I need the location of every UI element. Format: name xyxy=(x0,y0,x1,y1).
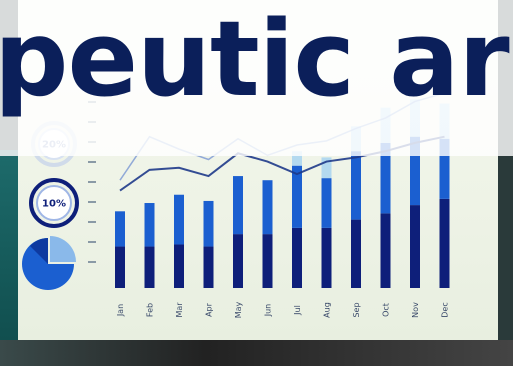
headline-text: peutic area xyxy=(0,0,513,120)
pie-chart-icon xyxy=(22,236,76,290)
bar-segment xyxy=(233,176,243,235)
headline-band xyxy=(0,0,513,156)
x-tick-label: Oct xyxy=(382,303,391,317)
bar-segment xyxy=(203,246,214,288)
bar-segment xyxy=(321,227,332,288)
x-axis-labels: Jan Feb Mar Apr May Jun Jul Aug Sep Oct Nov Dec xyxy=(116,301,450,318)
bar-segment xyxy=(203,200,214,247)
bar-segment xyxy=(410,205,420,288)
bar-segment xyxy=(380,142,391,214)
bar-segment xyxy=(262,234,273,288)
bar-segment xyxy=(439,198,450,288)
bar-segment xyxy=(292,151,302,166)
x-tick-label: Nov xyxy=(411,302,420,318)
x-tick-label: Jan xyxy=(116,304,125,317)
x-tick-label: Sep xyxy=(352,302,361,317)
bar-segment xyxy=(292,227,302,288)
x-tick-label: Apr xyxy=(205,302,214,317)
background-bottom-strip xyxy=(0,340,513,366)
x-tick-label: Dec xyxy=(441,302,450,317)
bar-segment xyxy=(174,194,184,245)
x-tick-label: Jul xyxy=(293,305,302,316)
x-tick-label: Jun xyxy=(264,304,273,318)
bar-segment xyxy=(262,180,273,235)
bar-segment xyxy=(380,213,391,288)
x-tick-label: May xyxy=(234,301,243,318)
x-tick-label: Mar xyxy=(175,302,184,318)
bar-segment xyxy=(144,246,155,288)
bar-segment xyxy=(292,165,302,228)
bar-segment xyxy=(351,219,361,288)
bar-segment xyxy=(115,246,125,288)
gauge: 10% xyxy=(29,178,79,228)
bar-segment xyxy=(321,178,332,228)
bar-segment xyxy=(144,203,155,247)
bar-segment xyxy=(321,157,332,179)
bar-segment xyxy=(233,234,243,288)
bar-segment xyxy=(410,136,420,206)
bar-segment xyxy=(351,151,361,220)
gauge-label: 10% xyxy=(42,199,66,210)
x-tick-label: Feb xyxy=(146,303,155,317)
bar-segment xyxy=(439,138,450,199)
bar-segment xyxy=(115,211,125,247)
x-tick-label: Aug xyxy=(323,302,332,318)
bar-segment xyxy=(174,244,184,288)
